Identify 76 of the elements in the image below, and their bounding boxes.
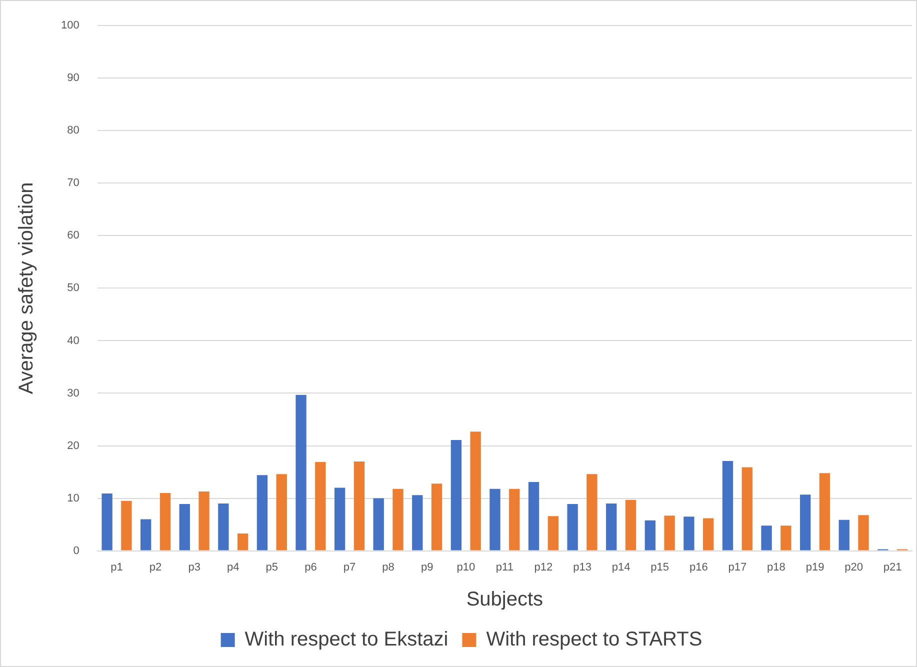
y-tick-label: 80 — [67, 124, 80, 137]
bar — [450, 440, 462, 550]
x-tick-label: p20 — [844, 561, 863, 574]
y-tick-label: 40 — [67, 334, 80, 347]
x-tick-label: p18 — [767, 561, 786, 574]
x-tick-label: p17 — [728, 561, 747, 574]
bar — [567, 504, 578, 550]
bar — [121, 500, 132, 550]
bar — [334, 488, 346, 550]
bar — [256, 475, 268, 550]
x-tick-label: p4 — [227, 561, 240, 574]
x-tick-label: p14 — [612, 561, 630, 574]
y-tick-label: 70 — [67, 177, 80, 190]
bar — [664, 516, 675, 550]
x-tick-label: p13 — [573, 561, 592, 574]
x-tick-label: p3 — [188, 561, 200, 574]
bar — [780, 526, 792, 550]
bar — [761, 526, 772, 550]
bar — [392, 488, 404, 550]
bar — [625, 500, 636, 550]
x-tick-label: p11 — [496, 561, 514, 574]
x-tick-label: p10 — [456, 561, 476, 574]
bar — [315, 462, 326, 550]
x-tick-label: p19 — [806, 561, 824, 574]
bar — [373, 498, 384, 550]
x-tick-label: p1 — [110, 561, 123, 574]
x-tick-label: p16 — [689, 561, 708, 574]
y-axis-title: Average safety violation — [16, 182, 38, 394]
legend-label: With respect to STARTS — [486, 628, 702, 651]
x-axis-title: Subjects — [466, 588, 544, 611]
bar — [838, 520, 850, 550]
bar — [354, 462, 365, 550]
bar — [296, 394, 306, 550]
x-tick-label: p7 — [343, 561, 356, 574]
bar — [431, 484, 442, 550]
x-tick-label: p15 — [650, 561, 670, 574]
bar — [548, 516, 558, 550]
x-tick-label: p6 — [304, 561, 317, 574]
bar — [858, 515, 869, 550]
bar — [140, 519, 152, 550]
y-tick-label: 0 — [73, 544, 80, 557]
x-tick-label: p9 — [420, 561, 434, 574]
bar — [644, 520, 656, 550]
bar — [800, 494, 811, 550]
bar — [684, 516, 694, 550]
y-tick-label: 50 — [67, 282, 80, 294]
y-tick-label: 30 — [67, 387, 80, 400]
bar — [198, 491, 210, 550]
x-tick-label: p2 — [149, 561, 162, 574]
bar — [276, 474, 287, 550]
y-tick-label: 10 — [67, 492, 80, 504]
x-tick-label: p8 — [382, 561, 394, 574]
bar — [509, 488, 520, 550]
x-tick-label: p12 — [534, 561, 553, 574]
bar — [160, 493, 171, 550]
bar — [412, 495, 423, 550]
bar — [470, 432, 481, 550]
legend-label: With respect to Ekstazi — [244, 628, 448, 651]
bar — [218, 504, 229, 550]
bar — [490, 488, 500, 550]
bar — [819, 473, 830, 550]
bar — [237, 533, 248, 550]
y-tick-label: 100 — [60, 20, 80, 32]
y-tick-label: 60 — [67, 230, 80, 242]
bar — [179, 504, 190, 550]
bar — [528, 482, 540, 550]
bar — [703, 518, 714, 550]
y-tick-label: 90 — [67, 72, 80, 84]
bar — [102, 494, 112, 550]
bar — [586, 474, 598, 550]
bar — [722, 460, 734, 550]
bar — [606, 504, 617, 550]
y-tick-label: 20 — [67, 440, 80, 452]
x-tick-label: p21 — [883, 561, 902, 574]
bar — [742, 467, 752, 550]
x-tick-label: p5 — [266, 561, 278, 574]
